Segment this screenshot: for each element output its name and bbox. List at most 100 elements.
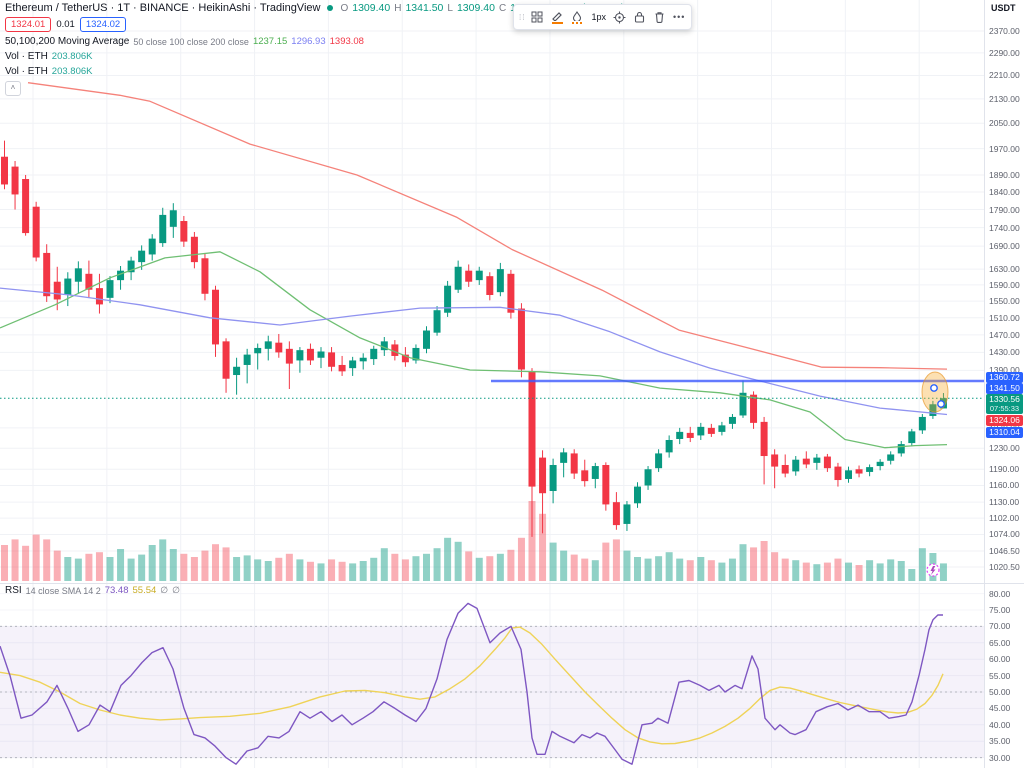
axis-tick-label: 1590.00	[989, 279, 1020, 290]
ask-price-button[interactable]: 1324.02	[79, 17, 127, 32]
pane-separator[interactable]	[0, 583, 1024, 584]
rsi-sma-value: 55.54	[132, 585, 157, 596]
volume-bar	[243, 555, 251, 581]
volume-bar	[306, 561, 314, 581]
volume-bar	[106, 557, 114, 581]
candle	[43, 252, 51, 297]
candle	[127, 260, 135, 273]
axis-tick-label: 70.00	[989, 621, 1011, 632]
candle	[444, 285, 452, 313]
axis-tick-label: 2290.00	[989, 47, 1020, 58]
volume-bar	[612, 539, 620, 581]
volume-bar	[560, 550, 568, 581]
price-label-box: 1360.72	[986, 372, 1023, 383]
volume-bar	[212, 544, 219, 581]
close-label: C	[498, 2, 507, 14]
candle	[823, 456, 831, 469]
lock-icon[interactable]	[631, 8, 649, 26]
toolbar-drag-handle[interactable]: ⁞⁞	[519, 12, 526, 22]
volume-indicator-title[interactable]: Vol · ETH	[5, 66, 48, 77]
axis-tick-label: 1190.00	[989, 464, 1020, 475]
volume-bar	[507, 549, 515, 581]
price-axis[interactable]: USDT 2370.00 2290.00 2210.00 2130.00 2050.00…	[984, 0, 1024, 768]
axis-tick-label: 1230.00	[989, 443, 1020, 454]
candle	[486, 276, 494, 295]
candle	[792, 459, 800, 472]
axis-tick-label: 60.00	[989, 654, 1011, 665]
volume-bar	[549, 542, 557, 581]
line-color-icon[interactable]	[548, 8, 566, 26]
candle	[180, 221, 188, 242]
volume-bar	[254, 559, 262, 581]
open-label: O	[340, 2, 349, 14]
axis-tick-label: 1160.00	[989, 480, 1020, 491]
candle	[264, 341, 272, 349]
candle	[739, 392, 747, 416]
settings-icon[interactable]	[611, 8, 629, 26]
candle	[728, 416, 736, 424]
fill-color-icon[interactable]	[568, 8, 586, 26]
axis-tick-label: 50.00	[989, 687, 1011, 697]
candle	[1, 156, 8, 185]
candle	[465, 270, 473, 282]
ma50-value: 1237.15	[252, 36, 288, 47]
delete-icon[interactable]	[651, 8, 669, 26]
candle	[169, 210, 177, 227]
candle	[602, 464, 610, 505]
axis-tick-label: 1020.50	[989, 562, 1020, 572]
volume-bar	[444, 537, 452, 581]
volume-bar	[496, 553, 504, 581]
candle	[212, 289, 219, 345]
volume-indicator-row-2[interactable]: Vol · ETH 203.806K	[5, 66, 625, 77]
candle	[549, 464, 557, 492]
bar-countdown: 07:55:33	[989, 404, 1020, 413]
volume-bar	[813, 564, 821, 581]
volume-bar	[169, 549, 177, 581]
rsi-value: 73.48	[104, 585, 129, 596]
axis-tick-label: 1130.00	[989, 497, 1020, 508]
candle	[95, 288, 103, 305]
volume-bar	[570, 554, 578, 581]
volume-bar	[644, 558, 652, 581]
volume-bar	[634, 557, 641, 581]
drawing-toolbar: ⁞⁞ 1px •••	[513, 4, 693, 30]
volume-bar	[454, 541, 462, 581]
candle	[581, 470, 589, 482]
stroke-width-button[interactable]: 1px	[591, 12, 606, 22]
candle	[243, 354, 251, 365]
symbol-title[interactable]: Ethereum / TetherUS · 1T · BINANCE · Hei…	[5, 2, 321, 14]
ma50-line	[0, 251, 948, 449]
rsi-band-value-2: ∅	[172, 585, 180, 595]
rsi-sma-line	[0, 626, 944, 745]
more-options-icon[interactable]: •••	[672, 12, 686, 22]
bid-price-button[interactable]: 1324.01	[5, 17, 52, 32]
chart-canvas[interactable]	[0, 0, 985, 768]
drawing-handle	[930, 384, 938, 392]
axis-tick-label: 75.00	[989, 605, 1011, 615]
volume-bar	[866, 560, 874, 581]
candle	[201, 258, 209, 294]
candle	[159, 214, 167, 244]
rsi-indicator-row[interactable]: RSI 14 close SMA 14 2 73.48 55.54 ∅ ∅	[5, 585, 180, 596]
volume-bar	[412, 556, 420, 581]
fill-color-swatch	[571, 21, 583, 24]
volume-indicator-title[interactable]: Vol · ETH	[5, 51, 48, 62]
volume-bar	[707, 560, 715, 581]
template-icon[interactable]	[528, 8, 546, 26]
volume-bar	[190, 557, 198, 581]
candle	[233, 366, 241, 376]
volume-bar	[897, 561, 905, 581]
high-value: 1341.50	[405, 2, 444, 14]
ma-indicator-row[interactable]: 50,100,200 Moving Average 50 close 100 c…	[5, 36, 625, 47]
axis-tick-label: 2050.00	[989, 118, 1020, 129]
axis-tick-label: 1074.00	[989, 529, 1020, 540]
legend-collapse-button[interactable]: ˄	[5, 81, 21, 96]
candle	[623, 504, 631, 524]
ma-indicator-title[interactable]: 50,100,200 Moving Average	[5, 36, 130, 47]
volume-bar	[349, 563, 357, 581]
volume-bar	[117, 549, 125, 581]
rsi-indicator-title[interactable]: RSI	[5, 585, 22, 596]
axis-tick-label: 2370.00	[989, 26, 1020, 36]
volume-indicator-row-1[interactable]: Vol · ETH 203.806K	[5, 51, 625, 62]
candle	[834, 466, 842, 481]
